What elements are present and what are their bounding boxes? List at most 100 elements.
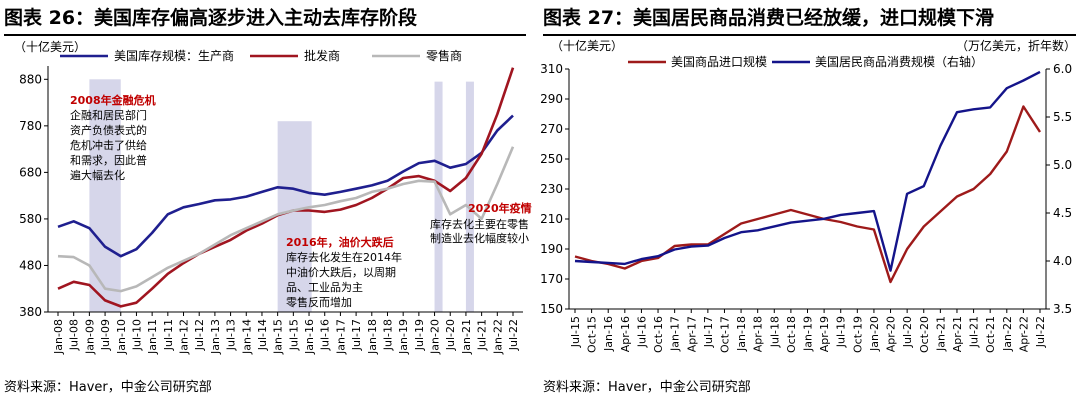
annotation-line: 库存去化发生在2014年 xyxy=(286,250,402,264)
y-tick-label: 780 xyxy=(19,119,42,133)
y2-tick-label: 3.5 xyxy=(1053,302,1072,316)
x-tick-label: Oct-21 xyxy=(984,316,997,353)
x-tick-label: Jul-15 xyxy=(287,319,300,351)
figure-27-rule xyxy=(543,34,1076,36)
x-tick-label: Jul-22 xyxy=(507,319,520,351)
x-tick-label: Jan-09 xyxy=(83,319,96,355)
y2-tick-label: 5.5 xyxy=(1053,110,1072,124)
y-tick-label: 880 xyxy=(19,72,42,86)
x-tick-label: Jan-22 xyxy=(491,319,504,355)
x-tick-label: Jul-19 xyxy=(835,316,848,348)
x-tick-label: Jan-13 xyxy=(209,319,222,355)
legend-label-3: 零售商 xyxy=(426,48,462,63)
annotation-title: 2016年，油价大跌后 xyxy=(286,235,394,249)
series-line-1 xyxy=(57,114,514,258)
y2-tick-label: 4.0 xyxy=(1053,254,1072,268)
x-tick-label: Jul-12 xyxy=(193,319,206,351)
y2-axis-unit: （万亿美元，折年数） xyxy=(956,38,1076,53)
legend-label-1: 美国库存规模：生产商 xyxy=(114,48,234,63)
x-tick-label: Jul-16 xyxy=(635,316,648,348)
y-tick-label: 230 xyxy=(540,182,563,196)
x-tick-label: Jan-20 xyxy=(429,319,442,355)
x-tick-label: Jan-15 xyxy=(272,319,285,355)
shaded-period xyxy=(434,81,443,312)
series-line-2 xyxy=(574,70,1041,272)
x-tick-label: Jan-22 xyxy=(1001,316,1014,352)
x-tick-label: Jan-21 xyxy=(934,316,947,352)
x-tick-label: Jul-17 xyxy=(350,319,363,351)
y-tick-label: 190 xyxy=(540,242,563,256)
x-tick-label: Jul-21 xyxy=(968,316,981,348)
legend-label-1: 美国商品进口规模 xyxy=(671,54,767,69)
y-tick-label: 580 xyxy=(19,212,42,226)
figure-27-title: 图表 27：美国居民商品消费已经放缓，进口规模下滑 xyxy=(543,7,995,29)
x-tick-label: Jul-20 xyxy=(444,319,457,351)
annotation-line: 企融和居民部门 xyxy=(70,108,147,122)
figure-27-source: 资料来源：Haver，中金公司研究部 xyxy=(543,380,751,395)
annotation-line: 中油价大跌后，以周期 xyxy=(286,265,396,279)
x-tick-label: Oct-20 xyxy=(918,316,931,353)
y-axis-unit: （十亿美元） xyxy=(14,39,86,54)
x-tick-label: Jan-21 xyxy=(460,319,473,355)
x-tick-label: Jul-10 xyxy=(130,319,143,351)
x-tick-label: Jan-10 xyxy=(115,319,128,355)
x-tick-label: Oct-16 xyxy=(652,316,665,353)
x-tick-label: Jan-19 xyxy=(397,319,410,355)
figure-26-title: 图表 26：美国库存偏高逐步进入主动去库存阶段 xyxy=(4,7,418,29)
x-tick-label: Oct-18 xyxy=(785,316,798,353)
figure-26-rule xyxy=(4,34,526,36)
x-tick-label: Jul-08 xyxy=(68,319,81,351)
legend-label-2: 批发商 xyxy=(304,48,340,63)
x-tick-label: Jul-11 xyxy=(162,319,175,351)
x-tick-label: Jul-16 xyxy=(319,319,332,351)
x-tick-label: Apr-22 xyxy=(1017,316,1030,352)
y-axis-unit: （十亿美元） xyxy=(551,38,623,53)
y-tick-label: 170 xyxy=(540,272,563,286)
x-tick-label: Jan-08 xyxy=(52,319,65,355)
x-tick-label: Jul-21 xyxy=(476,319,489,351)
x-tick-label: Jan-19 xyxy=(802,316,815,352)
x-tick-label: Jan-14 xyxy=(240,319,253,355)
shaded-period xyxy=(465,81,474,312)
y-tick-label: 270 xyxy=(540,122,563,136)
annotation-line: 品、工业品为主 xyxy=(286,281,363,294)
y-tick-label: 380 xyxy=(19,305,42,319)
x-tick-label: Jul-09 xyxy=(99,319,112,351)
x-tick-label: Jul-22 xyxy=(1034,316,1047,348)
x-tick-label: Jan-12 xyxy=(178,319,191,355)
x-tick-label: Jul-13 xyxy=(225,319,238,351)
x-tick-label: Apr-21 xyxy=(951,316,964,352)
x-tick-label: Jan-18 xyxy=(366,319,379,355)
annotation-line: 危机冲击了供给 xyxy=(70,138,147,152)
x-tick-label: Apr-16 xyxy=(619,316,632,352)
x-tick-label: Jan-11 xyxy=(146,319,159,355)
x-tick-label: Jan-16 xyxy=(303,319,316,355)
y-tick-label: 250 xyxy=(540,152,563,166)
x-tick-label: Jul-19 xyxy=(413,319,426,351)
x-tick-label: Jul-18 xyxy=(381,319,394,351)
figure-26-source: 资料来源：Haver，中金公司研究部 xyxy=(4,380,212,395)
x-tick-label: Apr-18 xyxy=(752,316,765,352)
x-tick-label: Jan-16 xyxy=(602,316,615,352)
x-tick-label: Apr-20 xyxy=(885,316,898,352)
x-tick-label: Jan-18 xyxy=(735,316,748,352)
annotation-line: 遍大幅去化 xyxy=(70,168,125,182)
y-tick-label: 310 xyxy=(540,62,563,76)
y2-tick-label: 6.0 xyxy=(1053,62,1072,76)
legend-label-2: 美国居民商品消费规模（右轴） xyxy=(815,54,983,69)
x-tick-label: Jan-17 xyxy=(669,316,682,352)
annotation-line: 资产负债表式的 xyxy=(70,123,147,137)
x-tick-label: Jul-14 xyxy=(256,319,269,351)
x-tick-label: Oct-17 xyxy=(718,316,731,353)
shaded-period xyxy=(277,121,312,312)
y-tick-label: 150 xyxy=(540,302,563,316)
x-tick-label: Apr-19 xyxy=(818,316,831,352)
y-tick-label: 680 xyxy=(19,165,42,179)
x-tick-label: Jan-17 xyxy=(334,319,347,355)
series-line-3 xyxy=(57,146,515,293)
annotation-title: 2008年金融危机 xyxy=(70,93,156,107)
y2-tick-label: 5.0 xyxy=(1053,158,1072,172)
x-tick-label: Oct-19 xyxy=(851,316,864,353)
